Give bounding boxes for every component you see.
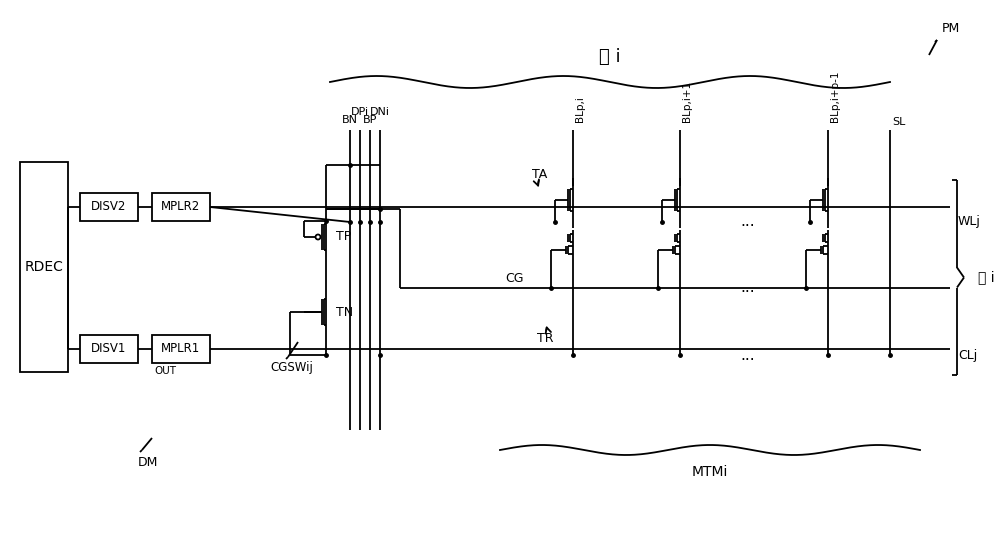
Text: CGSWij: CGSWij: [270, 360, 313, 373]
Text: PM: PM: [942, 21, 960, 34]
Text: TR: TR: [537, 331, 553, 345]
Text: MPLR1: MPLR1: [161, 342, 201, 355]
Text: ...: ...: [741, 281, 755, 295]
Text: DPi: DPi: [351, 107, 369, 117]
Text: DISV1: DISV1: [91, 342, 127, 355]
Bar: [80, 335, 138, 363]
Text: TN: TN: [336, 306, 353, 318]
Text: TA: TA: [532, 169, 548, 181]
Text: TP: TP: [336, 230, 351, 244]
Bar: [152, 193, 210, 221]
Text: SL: SL: [892, 117, 905, 127]
Bar: [20, 162, 68, 372]
Text: CG: CG: [505, 271, 524, 284]
Text: BP: BP: [363, 115, 377, 125]
Text: OUT: OUT: [154, 366, 176, 376]
Text: 行 i: 行 i: [978, 270, 995, 284]
Text: WLj: WLj: [958, 216, 981, 228]
Bar: [80, 193, 138, 221]
Text: MPLR2: MPLR2: [161, 200, 201, 213]
Text: BN: BN: [342, 115, 358, 125]
Text: DISV2: DISV2: [91, 200, 127, 213]
Text: 列 i: 列 i: [599, 48, 621, 66]
Text: MTMi: MTMi: [692, 465, 728, 479]
Text: DNi: DNi: [370, 107, 390, 117]
Text: ...: ...: [741, 215, 755, 229]
Bar: [152, 335, 210, 363]
Text: BLp,i+p-1: BLp,i+p-1: [830, 70, 840, 122]
Text: BLp,i: BLp,i: [575, 96, 585, 122]
Text: CLj: CLj: [958, 348, 977, 361]
Text: ...: ...: [741, 347, 755, 363]
Text: DM: DM: [138, 455, 158, 468]
Text: BLp,i+1: BLp,i+1: [682, 81, 692, 122]
Text: RDEC: RDEC: [25, 260, 63, 274]
